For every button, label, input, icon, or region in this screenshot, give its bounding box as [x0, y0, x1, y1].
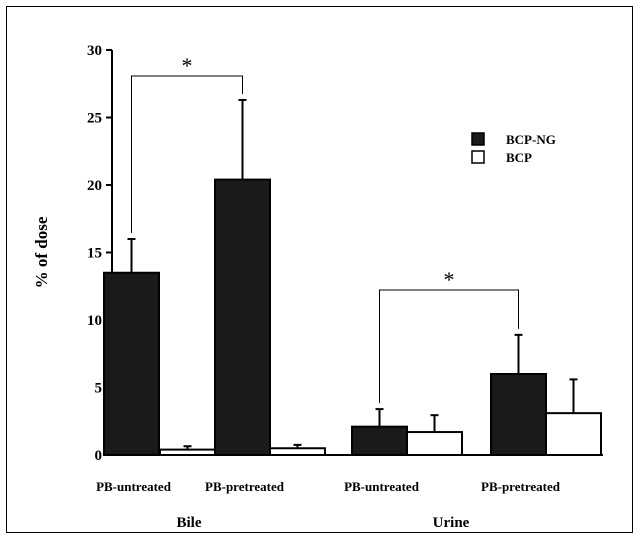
bar-bcp-3 [545, 412, 602, 456]
y-tick-label: 5 [95, 381, 103, 397]
bar-bcp-ng-1 [214, 178, 271, 456]
legend-swatch-bcp-ng [471, 132, 485, 146]
y-axis-label: % of dose [32, 216, 51, 288]
bar-bcp-ng-0 [103, 271, 160, 456]
significance-star: * [182, 53, 193, 78]
significance-markers: ** [131, 53, 519, 404]
y-tick-label: 10 [87, 313, 102, 329]
y-tick-label: 25 [87, 111, 102, 127]
bars [103, 178, 602, 457]
bar-bcp-1 [269, 447, 326, 456]
y-tick-label: 15 [87, 246, 102, 262]
bar-bcp-ng-3 [490, 373, 547, 456]
category-labels: PB-untreated PB-pretreated Bile PB-untreate… [96, 479, 561, 531]
category-label: PB-pretreated [481, 479, 561, 494]
legend-swatch-bcp [471, 150, 485, 164]
bar-bcp-ng-2 [351, 425, 408, 456]
chart-frame [6, 6, 633, 533]
y-tick-label: 0 [95, 448, 103, 464]
legend: BCP-NG BCP [471, 132, 556, 165]
y-tick-label: 20 [87, 178, 102, 194]
legend-label-bcp: BCP [506, 150, 532, 165]
category-label: PB-untreated [344, 479, 420, 494]
significance-star: * [444, 267, 455, 292]
category-label: PB-untreated [96, 479, 172, 494]
category-label: PB-pretreated [205, 479, 285, 494]
error-bars [127, 98, 578, 450]
significance-bracket [379, 289, 519, 404]
legend-label-bcp-ng: BCP-NG [506, 132, 556, 147]
significance-bracket [131, 75, 243, 233]
group-label-bile: Bile [177, 515, 202, 531]
group-label-urine: Urine [433, 515, 470, 531]
bar-bcp-0 [159, 448, 216, 457]
y-tick-label: 30 [87, 43, 102, 59]
bar-bcp-2 [406, 431, 463, 456]
